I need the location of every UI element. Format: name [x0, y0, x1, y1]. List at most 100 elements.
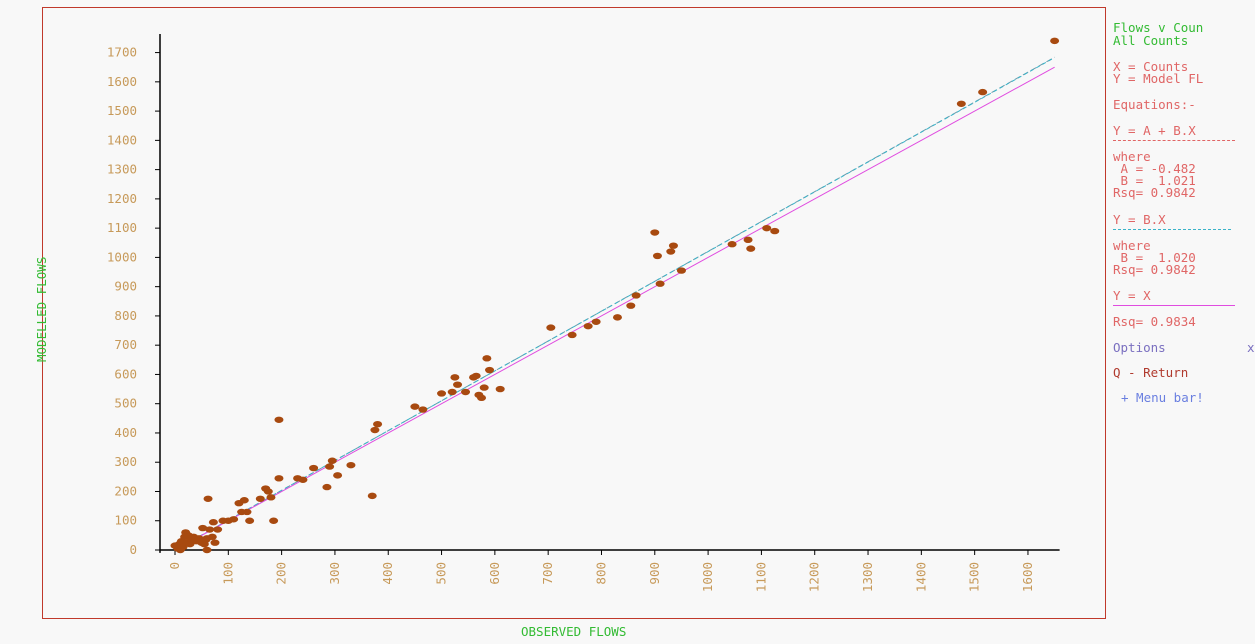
coefficient-b-2: B = 1.020	[1113, 250, 1196, 265]
data-point	[461, 388, 471, 396]
y-tick-label: 1400	[107, 132, 137, 147]
x-tick-label: 1000	[700, 562, 715, 592]
data-point	[263, 488, 273, 495]
data-point	[495, 385, 505, 393]
data-point	[410, 403, 420, 410]
data-point	[567, 331, 577, 339]
x-tick-label: 1200	[807, 562, 822, 592]
rsq-1: Rsq= 0.9842	[1113, 185, 1196, 200]
options-close[interactable]: x	[1247, 340, 1255, 355]
y-tick-label: 800	[114, 308, 137, 323]
x-tick-label: 500	[434, 562, 449, 585]
data-point	[274, 416, 284, 423]
y-tick-label: 700	[114, 337, 137, 352]
y-tick-label: 400	[114, 425, 137, 440]
equation-2-line-sample	[1113, 229, 1231, 230]
data-point	[626, 302, 636, 309]
y-tick-label: 1700	[107, 45, 137, 60]
menu-bar-button[interactable]: + Menu bar!	[1121, 390, 1204, 405]
data-point	[666, 248, 676, 255]
data-point	[274, 475, 284, 482]
equation-1-line-sample	[1113, 140, 1235, 141]
equations-heading: Equations:-	[1113, 97, 1196, 112]
data-point	[373, 420, 383, 428]
y-tick-label: 300	[114, 454, 137, 469]
return-button[interactable]: Q - Return	[1113, 365, 1189, 380]
data-point	[479, 384, 489, 391]
y-tick-label: 1600	[107, 74, 137, 89]
x-tick-label: 600	[487, 562, 502, 585]
data-point	[229, 516, 239, 523]
y-tick-label: 900	[114, 279, 137, 294]
y-tick-label: 1000	[107, 249, 137, 264]
equation-1: Y = A + B.X	[1113, 123, 1196, 138]
panel-title-1: Flows v Coun	[1113, 20, 1204, 35]
y-tick-label: 600	[114, 366, 137, 381]
data-point	[198, 524, 208, 532]
y-tick-label: 200	[114, 483, 137, 498]
x-definition: X = Counts	[1113, 59, 1189, 74]
x-tick-label: 0	[167, 562, 182, 570]
coefficient-b-1: B = 1.021	[1113, 173, 1196, 188]
coefficient-a-1: A = -0.482	[1113, 161, 1196, 176]
data-point	[208, 519, 218, 526]
data-point	[245, 517, 255, 524]
data-point	[655, 280, 665, 287]
data-point	[322, 483, 332, 491]
data-point	[546, 324, 556, 331]
data-point	[325, 463, 335, 470]
data-point	[453, 381, 463, 388]
data-point	[727, 241, 737, 248]
data-point	[205, 526, 215, 533]
data-point	[482, 355, 492, 362]
data-point	[239, 497, 249, 504]
data-point	[746, 245, 756, 252]
data-point	[269, 517, 279, 524]
data-point	[298, 476, 308, 483]
y-tick-label: 0	[129, 542, 137, 557]
panel-title-2: All Counts	[1113, 33, 1189, 48]
x-tick-label: 700	[540, 562, 555, 585]
y-tick-label: 1100	[107, 220, 137, 235]
data-point	[668, 242, 678, 249]
data-point	[266, 494, 276, 501]
x-tick-label: 300	[327, 562, 342, 585]
data-point	[485, 366, 495, 374]
data-point	[650, 229, 660, 236]
x-tick-label: 1500	[967, 562, 982, 592]
y-tick-label: 1300	[107, 162, 137, 177]
x-tick-label: 900	[647, 562, 662, 585]
data-point	[477, 394, 487, 402]
scatter-plot: 0 100 200 300 400 500 600 700 800 900 1000 1100 1200…	[107, 33, 1060, 592]
data-point	[612, 314, 622, 321]
data-point	[242, 508, 252, 516]
x-tick-label: 1600	[1020, 562, 1035, 592]
data-point	[978, 88, 988, 96]
data-point	[652, 252, 662, 260]
y-tick-label: 1200	[107, 191, 137, 206]
data-point	[762, 224, 772, 232]
options-button[interactable]: Options	[1113, 340, 1166, 355]
data-point	[213, 526, 223, 533]
x-tick-label: 200	[274, 562, 289, 585]
data-point	[309, 464, 319, 472]
data-point	[346, 461, 356, 469]
rsq-3: Rsq= 0.9834	[1113, 314, 1196, 329]
where-2: where	[1113, 238, 1151, 253]
rsq-2: Rsq= 0.9842	[1113, 262, 1196, 277]
data-point	[203, 495, 213, 502]
data-point	[676, 267, 686, 274]
equation-3-line-sample	[1113, 305, 1235, 306]
data-point	[255, 495, 265, 502]
chart-frame: 0 100 200 300 400 500 600 700 800 900 1000 1100 1200…	[42, 7, 1106, 619]
data-point	[583, 322, 593, 330]
x-axis-label: OBSERVED FLOWS	[521, 624, 627, 639]
x-tick-label: 100	[220, 562, 235, 585]
data-point	[367, 492, 377, 500]
data-point	[437, 390, 447, 397]
data-point	[370, 426, 380, 434]
data-point	[631, 292, 641, 299]
y-axis-label: MODELLED FLOWS	[34, 256, 49, 362]
fit-line-2	[174, 57, 1055, 551]
data-point	[471, 372, 481, 380]
